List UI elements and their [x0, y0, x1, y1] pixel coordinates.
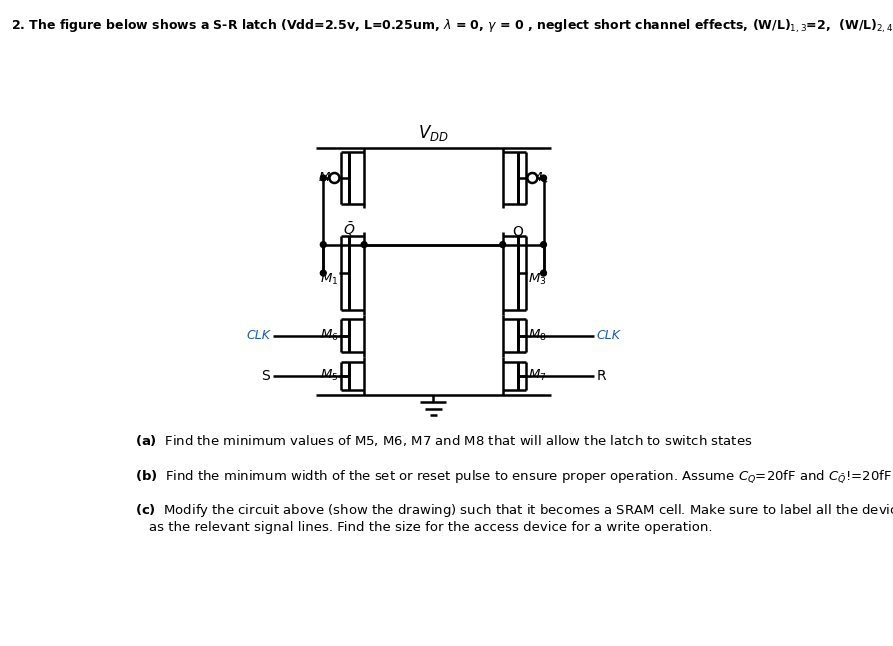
- Circle shape: [540, 175, 547, 181]
- Circle shape: [321, 175, 326, 181]
- Circle shape: [361, 242, 367, 247]
- Text: as the relevant signal lines. Find the size for the access device for a write op: as the relevant signal lines. Find the s…: [149, 521, 713, 534]
- Text: CLK: CLK: [246, 329, 271, 342]
- Text: R: R: [597, 369, 606, 383]
- Text: $\bar{Q}$: $\bar{Q}$: [343, 221, 355, 238]
- Circle shape: [321, 270, 326, 276]
- Text: $\mathbf{(b)}$  Find the minimum width of the set or reset pulse to ensure prope: $\mathbf{(b)}$ Find the minimum width of…: [136, 468, 893, 484]
- Circle shape: [540, 270, 547, 276]
- Text: 2. The figure below shows a S-R latch (Vdd=2.5v, L=0.25um, $\lambda$ = 0, $\gamm: 2. The figure below shows a S-R latch (V…: [11, 18, 893, 36]
- Text: $M_6$: $M_6$: [320, 328, 338, 344]
- Text: $V_{DD}$: $V_{DD}$: [418, 123, 449, 143]
- Text: $M_3$: $M_3$: [528, 272, 547, 287]
- Text: S: S: [262, 369, 271, 383]
- Circle shape: [321, 242, 326, 247]
- Text: $M_5$: $M_5$: [321, 368, 338, 384]
- Text: $M_1$: $M_1$: [321, 272, 338, 287]
- Text: $\mathbf{(c)}$  Modify the circuit above (show the drawing) such that it becomes: $\mathbf{(c)}$ Modify the circuit above …: [136, 502, 893, 519]
- Text: $M_8$: $M_8$: [528, 328, 547, 344]
- Circle shape: [330, 173, 339, 183]
- Text: CLK: CLK: [597, 329, 621, 342]
- Text: $M_4$: $M_4$: [530, 171, 549, 185]
- Text: $M_7$: $M_7$: [528, 368, 547, 384]
- Text: $\mathbf{(a)}$  Find the minimum values of M5, M6, M7 and M8 that will allow the: $\mathbf{(a)}$ Find the minimum values o…: [136, 433, 753, 448]
- Text: Q: Q: [512, 224, 522, 238]
- Circle shape: [528, 173, 538, 183]
- Circle shape: [540, 242, 547, 247]
- Circle shape: [500, 242, 505, 247]
- Text: $M_2$: $M_2$: [318, 171, 337, 185]
